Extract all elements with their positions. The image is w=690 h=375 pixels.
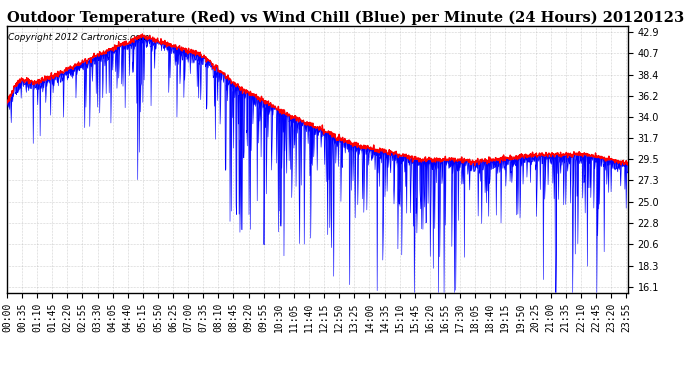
Text: Outdoor Temperature (Red) vs Wind Chill (Blue) per Minute (24 Hours) 20120123: Outdoor Temperature (Red) vs Wind Chill … [7,11,684,25]
Text: Copyright 2012 Cartronics.com: Copyright 2012 Cartronics.com [8,33,150,42]
